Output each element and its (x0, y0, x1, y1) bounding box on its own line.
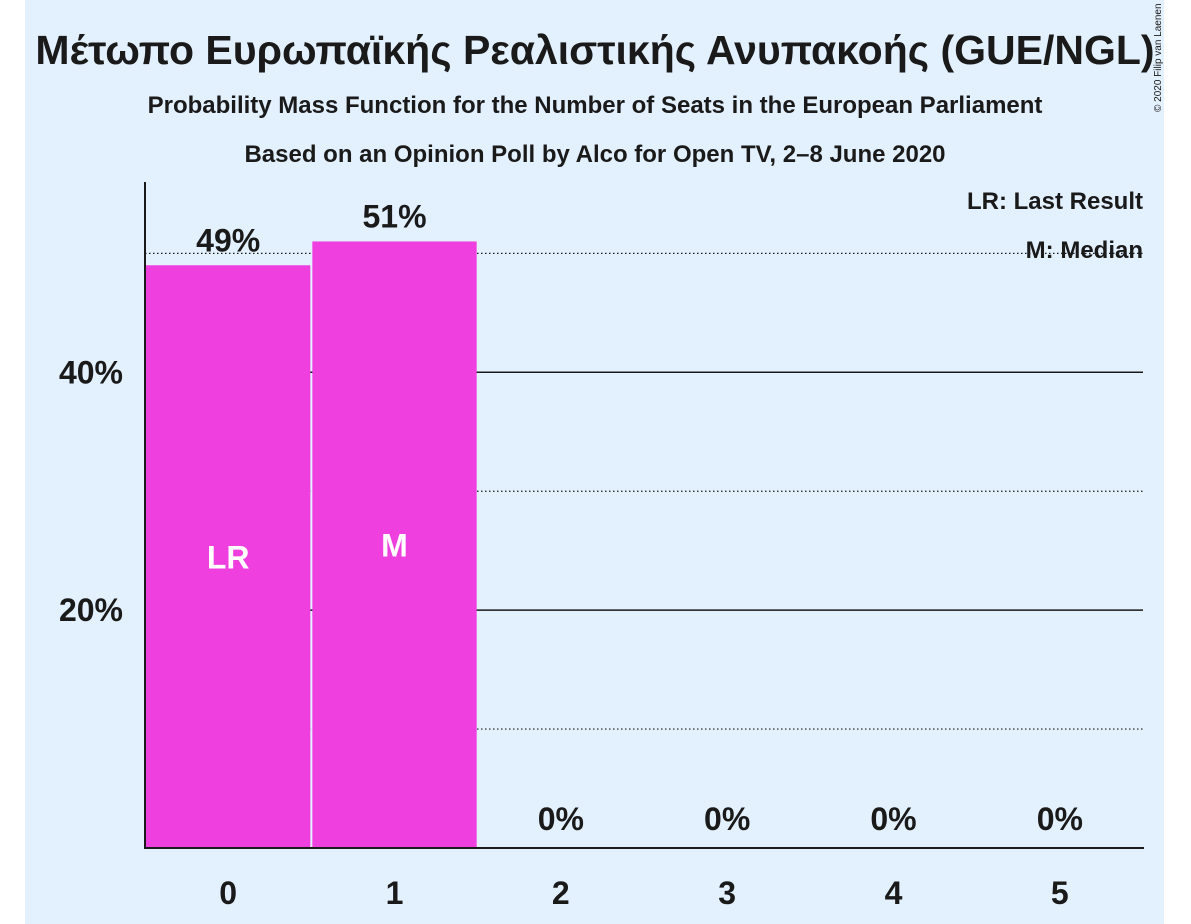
chart-subtitle: Probability Mass Function for the Number… (148, 92, 1043, 119)
chart-title: Μέτωπο Ευρωπαϊκής Ρεαλιστικής Ανυπακοής … (35, 27, 1154, 73)
x-tick-label: 3 (718, 875, 736, 911)
x-tick-label: 5 (1051, 875, 1069, 911)
value-label-2: 0% (538, 801, 584, 837)
bar-annotation-m: M (381, 528, 408, 564)
value-label-5: 0% (1037, 801, 1083, 837)
y-tick-label: 20% (59, 592, 123, 628)
value-label-4: 0% (870, 801, 916, 837)
bar-annotation-lr: LR (207, 540, 250, 576)
x-tick-label: 1 (386, 875, 404, 911)
legend-last-result: LR: Last Result (967, 188, 1143, 215)
value-label-1: 51% (362, 198, 426, 234)
legend-median: M: Median (1026, 237, 1143, 264)
value-labels: 49% LR 51% M 0% 0% 0% 0% (196, 198, 1083, 837)
bars (146, 241, 477, 848)
x-tick-labels: 0 1 2 3 4 5 (219, 875, 1068, 911)
copyright-notice: © 2020 Filip van Laenen (1153, 3, 1164, 112)
x-tick-label: 0 (219, 875, 237, 911)
value-label-3: 0% (704, 801, 750, 837)
y-tick-label: 40% (59, 354, 123, 390)
y-tick-labels: 20% 40% (59, 354, 123, 628)
gridlines (145, 252, 1143, 730)
x-tick-label: 2 (552, 875, 570, 911)
bar-1 (312, 241, 477, 848)
value-label-0: 49% (196, 222, 260, 258)
bar-0 (146, 265, 311, 848)
chart-source: Based on an Opinion Poll by Alco for Ope… (244, 141, 945, 168)
x-tick-label: 4 (885, 875, 903, 911)
